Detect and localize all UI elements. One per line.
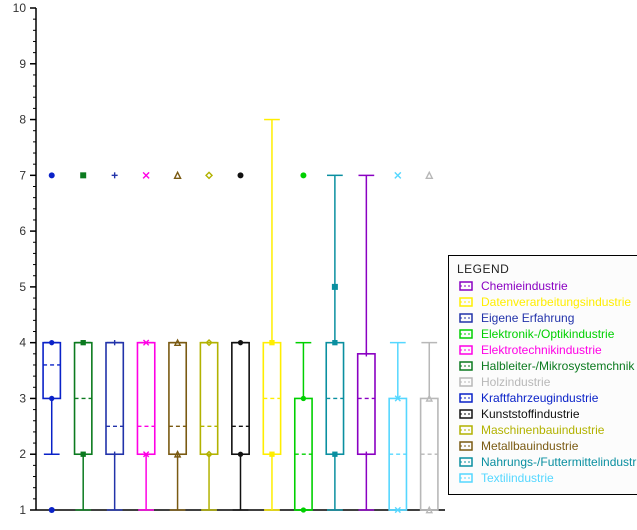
legend-swatch-icon (457, 281, 475, 291)
legend-swatch-icon (457, 473, 475, 483)
box-Kraftfahrzeugindustrie (43, 172, 60, 513)
legend-item: Halbleiter-/Mikrosystemchnik (457, 358, 637, 374)
legend-item: Holzindustrie (457, 374, 637, 390)
legend-item: Kunststoffindustrie (457, 406, 637, 422)
legend-item-label: Nahrungs-/Futtermittelindustrie (481, 454, 637, 470)
svg-text:6: 6 (19, 224, 26, 238)
legend-swatch-icon (457, 393, 475, 403)
svg-text:5: 5 (19, 280, 26, 294)
legend-title: LEGEND (457, 262, 637, 276)
legend-item: Maschinenbauindustrie (457, 422, 637, 438)
legend-swatch-icon (457, 313, 475, 323)
legend-swatch-icon (457, 441, 475, 451)
legend-item-label: Elektrotechnikindustrie (481, 342, 602, 358)
box-Metallbauindustrie (169, 172, 186, 510)
legend-item-label: Kraftfahrzeugindustrie (481, 390, 598, 406)
svg-text:9: 9 (19, 57, 26, 71)
svg-text:10: 10 (13, 1, 27, 15)
svg-text:1: 1 (19, 503, 26, 517)
legend-swatch-icon (457, 457, 475, 467)
svg-text:4: 4 (19, 336, 26, 350)
legend-swatch-icon (457, 297, 475, 307)
legend-items: ChemieindustrieDatenverarbeitungsindustr… (457, 278, 637, 486)
legend-item-label: Maschinenbauindustrie (481, 422, 604, 438)
legend-item-label: Elektronik-/Optikindustrie (481, 326, 614, 342)
legend-item: Chemieindustrie (457, 278, 637, 294)
box-Holzindustrie (421, 172, 438, 512)
legend-swatch-icon (457, 425, 475, 435)
legend-item-label: Kunststoffindustrie (481, 406, 580, 422)
legend-item: Textilindustrie (457, 470, 637, 486)
box-Textilindustrie (389, 172, 406, 512)
legend-swatch-icon (457, 345, 475, 355)
legend-item: Eigene Erfahrung (457, 310, 637, 326)
legend-item-label: Holzindustrie (481, 374, 550, 390)
legend-item: Elektronik-/Optikindustrie (457, 326, 637, 342)
box-Datenverarbeitungsindustrie (263, 120, 280, 510)
svg-text:3: 3 (19, 391, 26, 405)
box-Kunststoffindustrie (232, 172, 249, 510)
box-Elektronik-/Optikindustrie (295, 172, 312, 512)
legend-swatch-icon (457, 329, 475, 339)
legend-item: Metallbauindustrie (457, 438, 637, 454)
legend-swatch-icon (457, 409, 475, 419)
legend-item-label: Textilindustrie (481, 470, 554, 486)
legend-item: Datenverarbeitungsindustrie (457, 294, 637, 310)
legend-item: Elektrotechnikindustrie (457, 342, 637, 358)
box-Elektrotechnikindustrie (137, 172, 154, 510)
svg-text:8: 8 (19, 113, 26, 127)
legend-item: Kraftfahrzeugindustrie (457, 390, 637, 406)
box-Nahrungs-/Futtermittelindustrie (326, 175, 343, 510)
boxplot-chart: { "chart": { "type": "boxplot", "width":… (0, 0, 637, 530)
legend-item-label: Chemieindustrie (481, 278, 568, 294)
box-Eigene Erfahrung (106, 172, 123, 510)
box-Halbleiter-/Mikrosystemchnik (75, 172, 92, 510)
svg-text:7: 7 (19, 168, 26, 182)
svg-text:2: 2 (19, 447, 26, 461)
legend-item-label: Metallbauindustrie (481, 438, 578, 454)
box-Chemieindustrie (358, 175, 375, 510)
legend-item: Nahrungs-/Futtermittelindustrie (457, 454, 637, 470)
legend-box: LEGEND ChemieindustrieDatenverarbeitungs… (448, 255, 637, 495)
legend-item-label: Halbleiter-/Mikrosystemchnik (481, 358, 634, 374)
legend-item-label: Eigene Erfahrung (481, 310, 574, 326)
legend-swatch-icon (457, 377, 475, 387)
legend-item-label: Datenverarbeitungsindustrie (481, 294, 631, 310)
box-Maschinenbauindustrie (200, 172, 217, 510)
legend-swatch-icon (457, 361, 475, 371)
